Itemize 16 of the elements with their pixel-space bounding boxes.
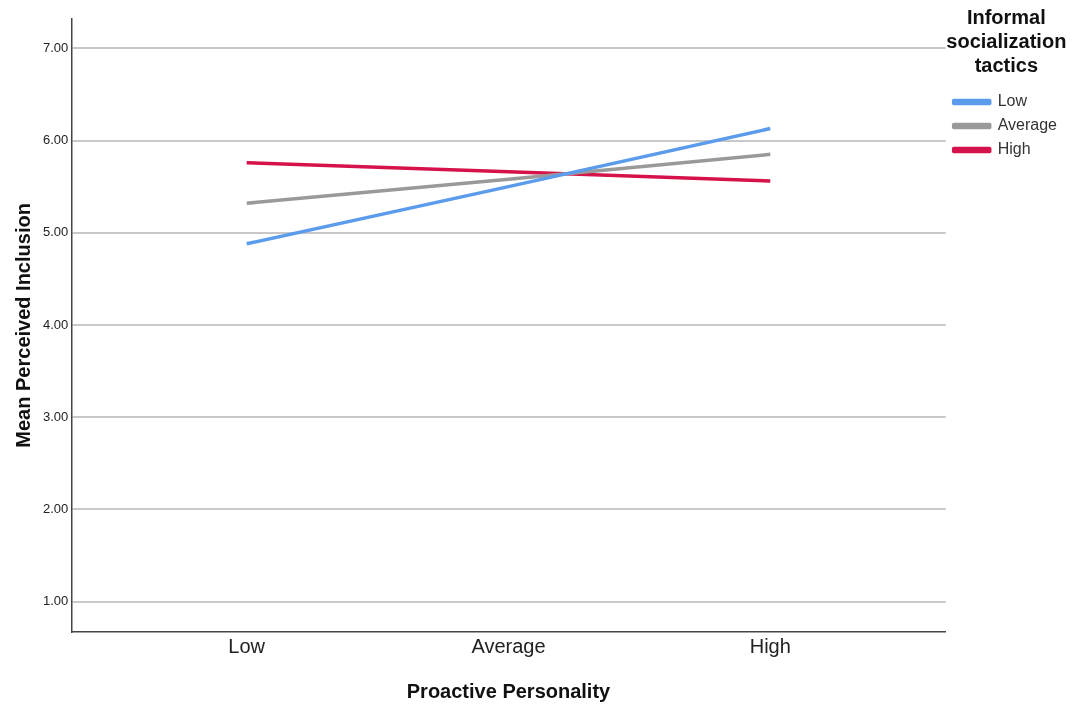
- y-tick-label: 1.00: [42, 593, 69, 609]
- legend-label: Average: [997, 116, 1058, 134]
- legend-label: Low: [997, 92, 1028, 110]
- y-tick-label: 7.00: [42, 39, 69, 55]
- y-tick-label: 2.00: [42, 500, 69, 516]
- legend-title: Informal socialization tactics: [946, 5, 1067, 76]
- y-axis-title: Mean Perceived Inclusion: [11, 203, 34, 448]
- y-tick-label: 3.00: [42, 408, 69, 424]
- legend-label: High: [997, 140, 1031, 158]
- x-tick-label: Average: [471, 634, 546, 657]
- x-tick-label: High: [749, 634, 791, 657]
- y-tick-label: 5.00: [42, 224, 69, 240]
- y-tick-label: 4.00: [42, 316, 69, 332]
- x-tick-label: Low: [228, 634, 266, 657]
- x-axis-title: Proactive Personality: [406, 679, 612, 702]
- y-tick-label: 6.00: [42, 132, 69, 148]
